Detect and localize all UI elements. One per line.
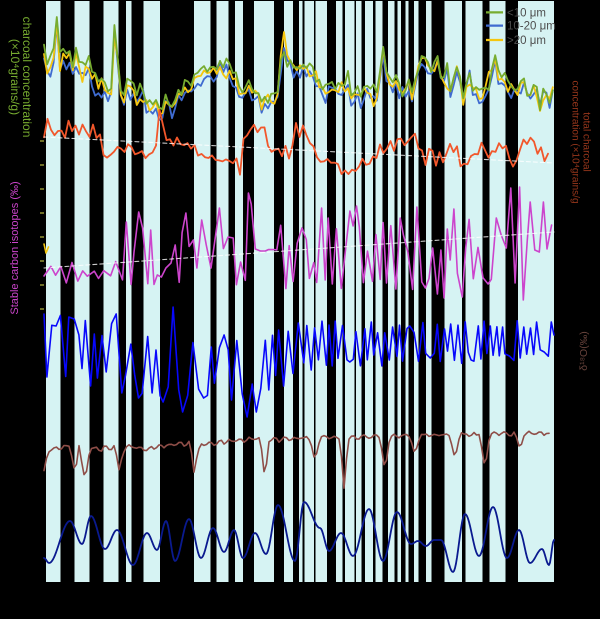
svg-text:>20 μm: >20 μm [507,35,546,47]
svg-text:<10 μm: <10 μm [507,7,546,19]
svg-text:(×10⁴grains/g): (×10⁴grains/g) [8,39,22,115]
svg-text:charcoal concentration: charcoal concentration [20,17,34,138]
svg-text:concentration (×10⁴grains/g: concentration (×10⁴grains/g [570,81,581,204]
svg-text:10-20 μm: 10-20 μm [507,21,556,33]
svg-text:δ¹⁸O(‰): δ¹⁸O(‰) [578,331,590,370]
svg-text:Stable carbon isotopes (‰): Stable carbon isotopes (‰) [9,181,21,314]
svg-text:total charcoal: total charcoal [581,112,592,171]
